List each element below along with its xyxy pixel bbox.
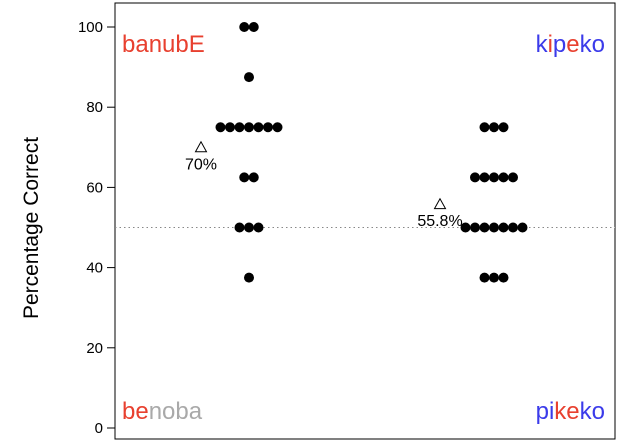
data-point — [508, 222, 518, 233]
y-tick-label: 60 — [86, 179, 103, 196]
data-point — [470, 222, 480, 233]
mean-triangle-marker — [433, 197, 447, 210]
data-point — [215, 122, 226, 133]
data-point — [489, 222, 499, 233]
data-point — [470, 172, 480, 183]
data-point — [479, 122, 490, 133]
data-point — [517, 222, 528, 233]
data-point — [489, 272, 499, 283]
data-point — [244, 122, 254, 133]
data-point — [479, 222, 490, 233]
y-tick-label: 100 — [78, 19, 103, 36]
corner-label-bottom-right: pikeko — [536, 398, 605, 425]
data-point — [489, 172, 499, 183]
y-tick-label: 40 — [86, 260, 103, 277]
data-point — [498, 222, 509, 233]
corner-label-segment: p — [553, 31, 566, 58]
corner-label-segment: ko — [580, 398, 605, 425]
mean-label: 55.8% — [417, 213, 462, 230]
data-point — [253, 222, 264, 233]
y-axis-title: Percentage Correct — [20, 137, 43, 319]
y-tick-label: 20 — [86, 340, 103, 357]
data-point — [508, 172, 518, 183]
data-point — [489, 122, 499, 133]
data-point — [248, 172, 259, 183]
data-point — [460, 222, 471, 233]
data-point — [234, 222, 245, 233]
data-point — [272, 122, 283, 133]
mean-triangle-marker — [194, 140, 208, 153]
data-point — [239, 22, 250, 32]
corner-label-top-left: banubE — [122, 31, 205, 58]
data-point — [225, 122, 235, 133]
y-tick-label: 0 — [95, 420, 103, 437]
data-point — [244, 272, 254, 283]
corner-label-bottom-left: benoba — [122, 398, 203, 425]
data-point — [479, 272, 490, 283]
corner-label-segment: be — [122, 398, 149, 425]
corner-label-segment: noba — [149, 398, 203, 425]
y-tick-label: 80 — [86, 99, 103, 116]
data-point — [479, 172, 490, 183]
corner-label-segment: banubE — [122, 31, 205, 58]
corner-label-segment: ke — [554, 398, 579, 425]
data-point — [244, 72, 254, 83]
corner-label-segment: e — [566, 31, 579, 58]
data-point — [248, 22, 259, 32]
corner-label-top-right: kipeko — [536, 31, 605, 58]
corner-label-segment: k — [536, 31, 549, 58]
mean-label: 70% — [185, 156, 217, 173]
data-point — [498, 122, 509, 133]
data-point — [498, 272, 509, 283]
corner-label-segment: pi — [536, 398, 555, 425]
corner-label-segment: i — [548, 31, 553, 58]
data-point — [234, 122, 245, 133]
data-point — [498, 172, 509, 183]
data-point — [263, 122, 273, 133]
plot-frame — [114, 2, 616, 440]
data-point — [253, 122, 264, 133]
corner-label-segment: ko — [580, 31, 605, 58]
data-point — [239, 172, 250, 183]
data-point — [244, 222, 254, 233]
